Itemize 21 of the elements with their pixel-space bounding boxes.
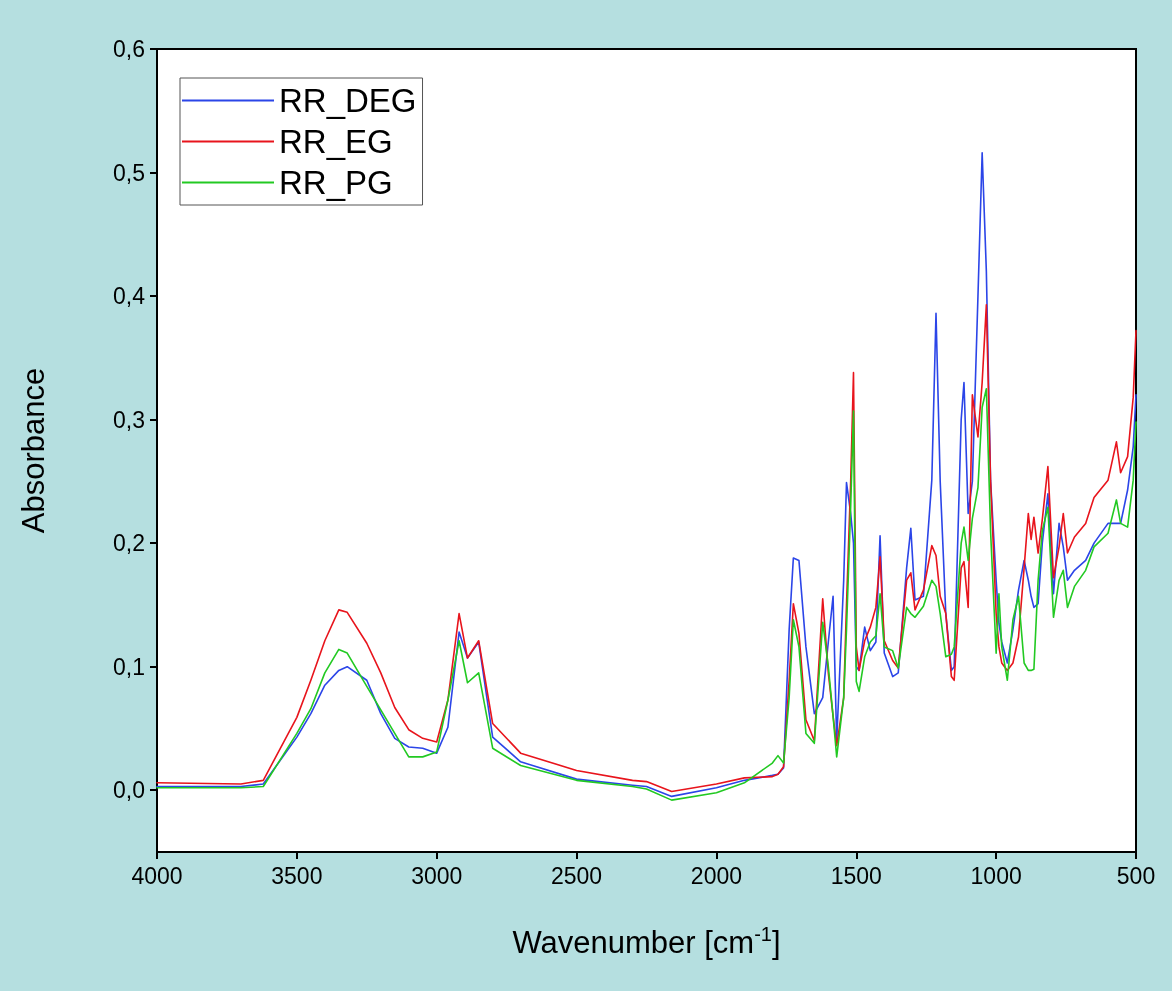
y-tick-label: 0,1 [113, 653, 145, 680]
y-tick-label: 0,6 [113, 36, 145, 62]
legend-label: RR_DEG [279, 82, 417, 119]
legend-label: RR_PG [279, 164, 393, 201]
x-tick-label: 3000 [411, 862, 463, 889]
x-tick-label: 1000 [970, 862, 1022, 889]
x-tick-label: 1500 [830, 862, 882, 889]
x-tick-label: 4000 [131, 862, 183, 889]
x-tick-label: 3500 [271, 862, 323, 889]
y-axis-title: Absorbance [16, 367, 51, 534]
x-tick-label: 500 [1116, 862, 1156, 889]
line-series [156, 303, 1137, 793]
line-series [156, 387, 1137, 801]
x-tick-label: 2500 [550, 862, 603, 889]
x-tick-label: 2000 [690, 862, 743, 889]
y-tick-label: 0,4 [113, 283, 146, 310]
legend-label: RR_EG [279, 123, 393, 160]
y-tick-label: 0,5 [113, 159, 145, 186]
y-tick-label: 0,3 [113, 406, 145, 433]
y-tick-label: 0,0 [113, 777, 145, 804]
y-tick-label: 0,2 [113, 530, 145, 557]
